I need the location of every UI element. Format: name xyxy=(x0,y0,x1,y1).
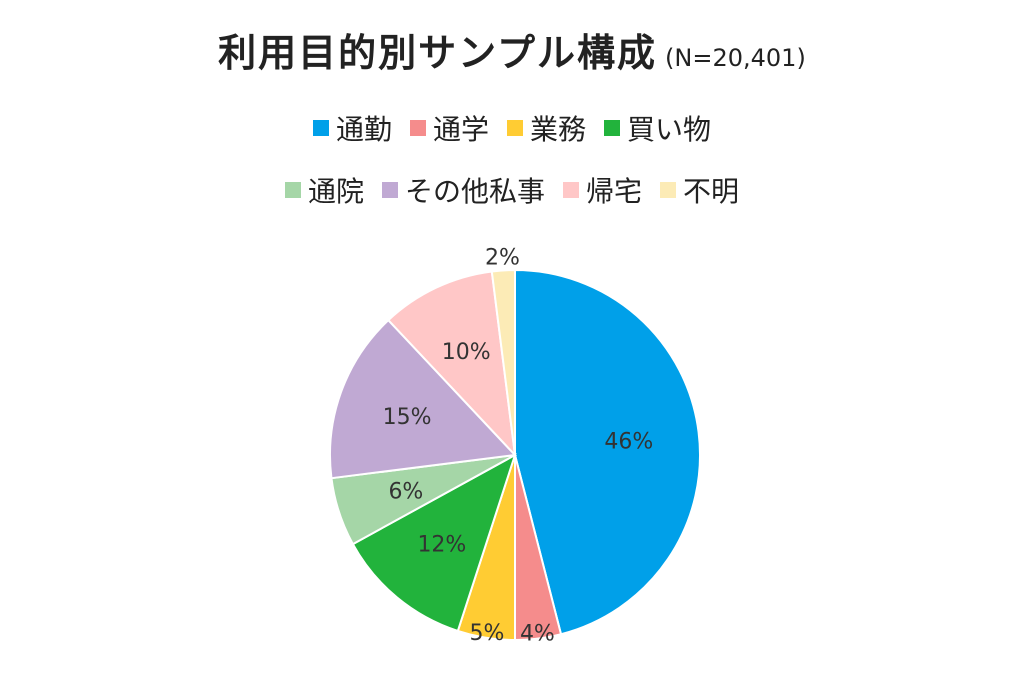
legend-swatch xyxy=(563,182,579,198)
legend-swatch xyxy=(507,120,523,136)
legend-label: 通院 xyxy=(307,175,364,208)
pie-slice xyxy=(329,318,518,480)
chart-title: 利用目的別サンプル構成 xyxy=(218,31,658,75)
legend-label: 買い物 xyxy=(627,113,712,146)
slice-label: 15% xyxy=(383,405,432,430)
slice-label: 10% xyxy=(442,340,491,365)
slice-label: 5% xyxy=(470,621,505,646)
chart-subtitle: (N=20,401) xyxy=(665,44,806,72)
legend-item: 買い物 xyxy=(604,108,711,148)
pie-slice xyxy=(386,270,517,458)
legend-label: 通学 xyxy=(432,113,489,146)
pie-slice xyxy=(490,268,516,456)
slice-label: 12% xyxy=(417,532,466,557)
pie-slice xyxy=(514,268,702,636)
legend-swatch xyxy=(660,182,677,198)
legend-item: 業務 xyxy=(507,108,586,148)
slice-label: 6% xyxy=(388,479,423,504)
legend-label: 帰宅 xyxy=(586,175,643,208)
slice-label: 46% xyxy=(604,430,653,455)
legend-item: 帰宅 xyxy=(563,170,642,210)
legend-label: 通勤 xyxy=(335,113,392,146)
legend-item: 通学 xyxy=(409,108,489,148)
legend-swatch xyxy=(381,182,398,198)
legend-item: 通勤 xyxy=(312,108,392,148)
legend: 通勤 通学 業務 買い物 通院 その他私事 帰宅 不明 xyxy=(0,106,1024,230)
legend-label: その他私事 xyxy=(404,175,545,208)
slice-label: 2% xyxy=(485,245,520,270)
legend-item: その他私事 xyxy=(381,170,545,210)
legend-row: 通勤 通学 業務 買い物 xyxy=(0,106,1024,150)
legend-swatch xyxy=(284,182,301,198)
legend-row: 通院 その他私事 帰宅 不明 xyxy=(0,168,1024,212)
legend-label: 不明 xyxy=(683,175,740,208)
legend-swatch xyxy=(604,120,621,136)
legend-item: 不明 xyxy=(660,170,739,210)
legend-item: 通院 xyxy=(284,170,364,210)
pie-slice xyxy=(351,452,517,633)
legend-swatch xyxy=(312,120,329,136)
legend-swatch xyxy=(409,120,426,136)
chart-title-block: 利用目的別サンプル構成 (N=20,401) xyxy=(0,22,1024,77)
legend-label: 業務 xyxy=(530,113,587,146)
slice-label: 4% xyxy=(520,622,555,647)
